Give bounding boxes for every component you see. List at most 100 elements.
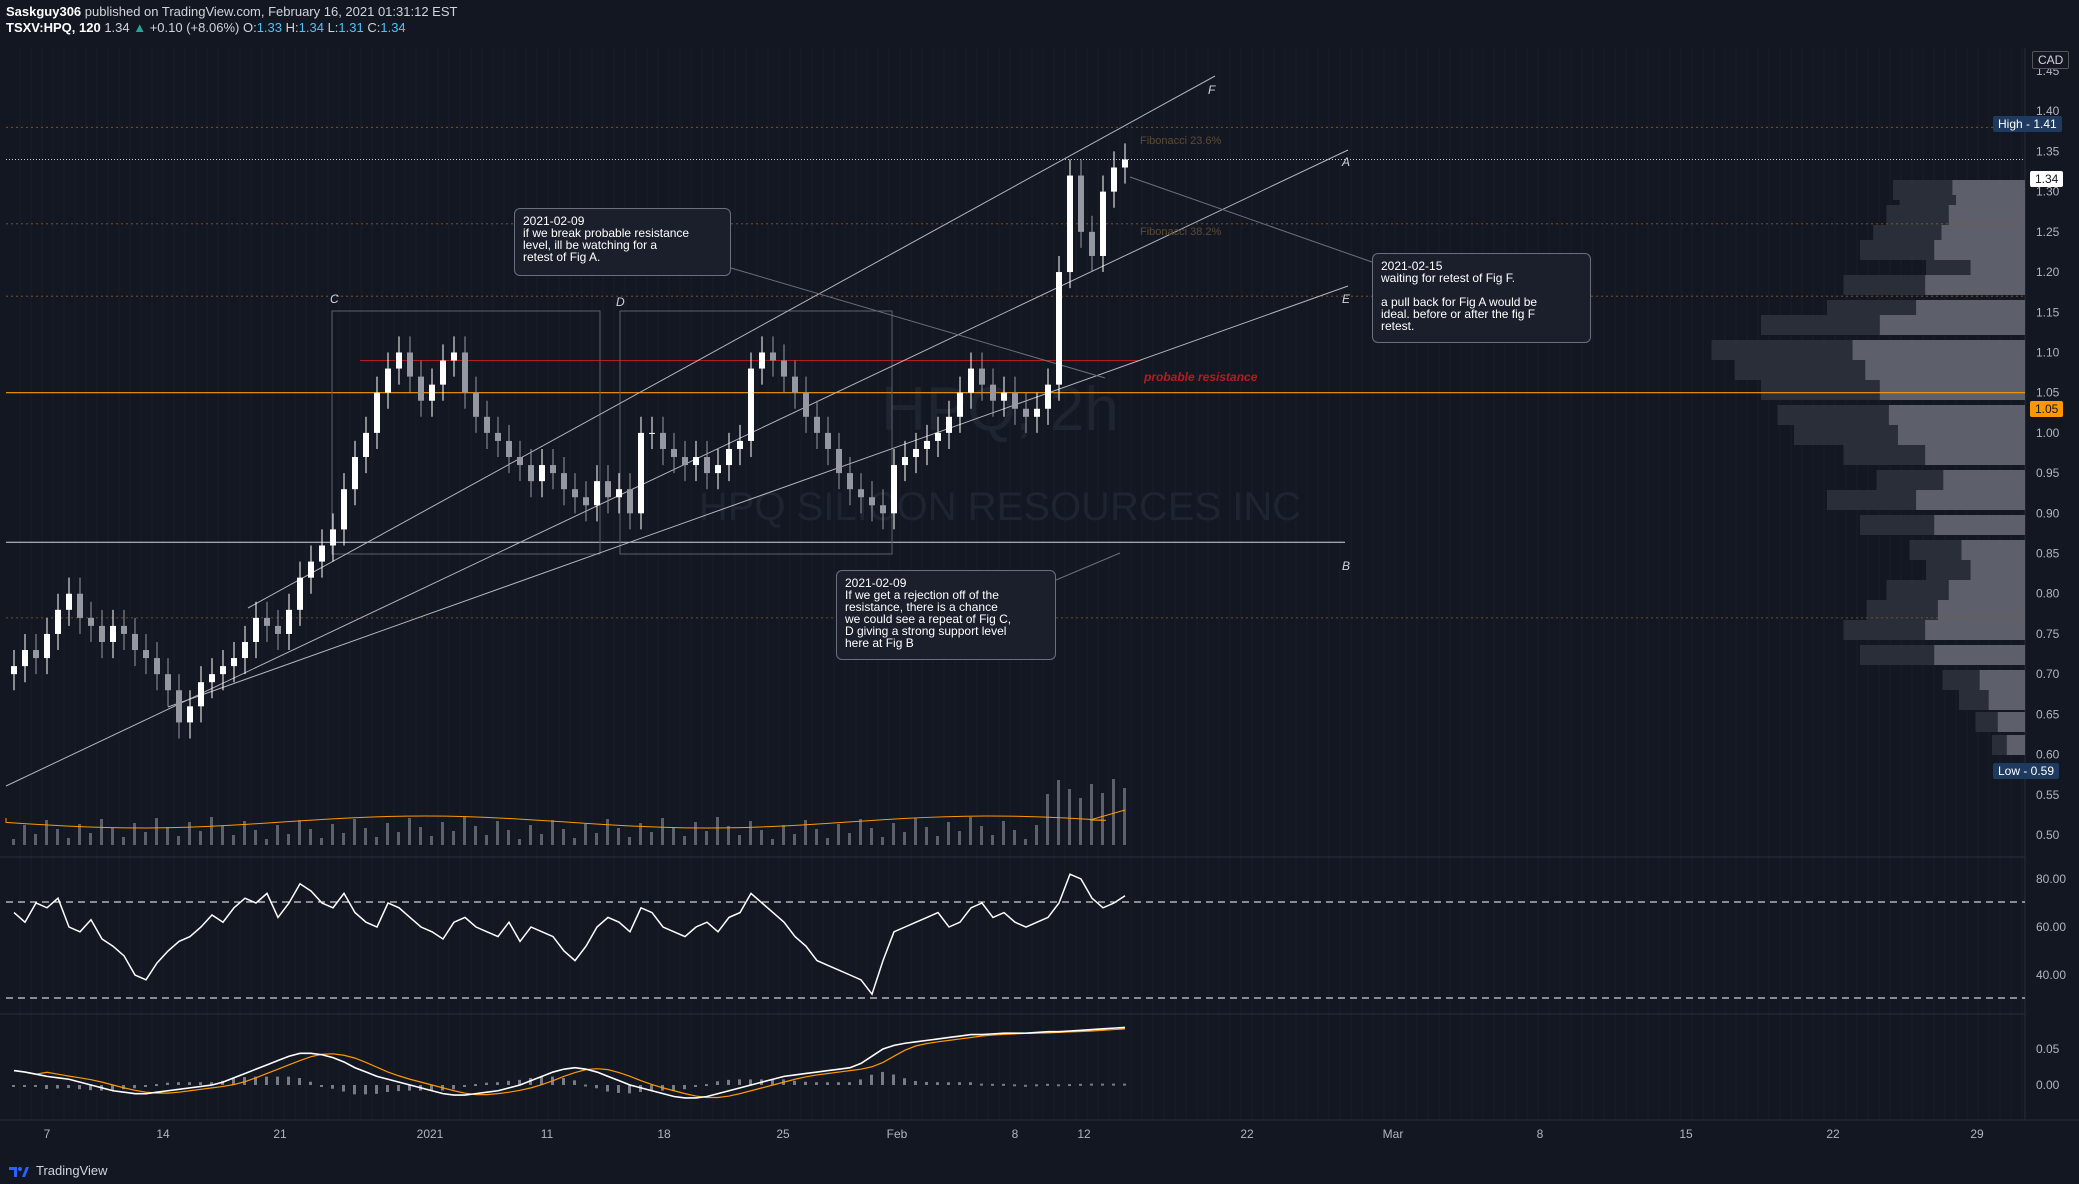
annotation-note-3[interactable]: 2021-02-09 If we get a rejection off of …	[836, 570, 1056, 660]
volume-bar	[397, 832, 400, 845]
macd-histogram-bar	[342, 1085, 345, 1092]
macd-histogram-bar	[991, 1083, 994, 1086]
chart-header: Saskguy306 published on TradingView.com,…	[6, 4, 458, 35]
note3-connector	[1055, 552, 1121, 581]
macd-histogram-bar	[287, 1076, 290, 1085]
candle-body	[979, 368, 985, 385]
note1-connector	[730, 267, 1106, 379]
macd-histogram-bar	[925, 1081, 928, 1085]
volume-profile-bar-value	[1997, 712, 2025, 732]
volume-bar	[1068, 789, 1071, 845]
publisher-name[interactable]: Saskguy306	[6, 4, 82, 19]
candle-body	[121, 625, 127, 634]
time-tick-label: 25	[776, 1127, 790, 1141]
volume-profile-bar-value	[1916, 490, 2025, 510]
macd-histogram-bar	[67, 1085, 70, 1089]
volume-bar	[1090, 784, 1093, 845]
macd-histogram-bar	[1101, 1083, 1104, 1086]
macd-histogram-bar	[617, 1085, 620, 1093]
symbol[interactable]: TSXV:HPQ	[6, 20, 72, 35]
volume-bar	[540, 834, 543, 845]
annotation-note-2[interactable]: 2021-02-15 waiting for retest of Fig F. …	[1372, 253, 1591, 343]
macd-tick-label: 0.00	[2036, 1078, 2060, 1092]
volume-bar	[650, 832, 653, 845]
volume-profile-bar-value	[1934, 645, 2025, 665]
candle-body	[1089, 231, 1095, 256]
volume-bar	[870, 828, 873, 845]
volume-bar	[782, 825, 785, 845]
currency-label[interactable]: CAD	[2032, 51, 2070, 69]
volume-bar	[56, 829, 59, 845]
macd-histogram-bar	[276, 1076, 279, 1085]
price-tick-label: 0.95	[2036, 466, 2060, 480]
macd-histogram-bar	[507, 1080, 510, 1085]
candle-body	[1111, 167, 1117, 192]
macd-histogram-bar	[12, 1085, 15, 1087]
macd-histogram-bar	[1057, 1084, 1060, 1087]
macd-signal-line	[13, 1028, 1126, 1099]
candle-body	[583, 497, 589, 506]
volume-bar	[496, 821, 499, 845]
time-tick-label: 8	[1537, 1127, 1544, 1141]
fib-236-label: Fibonacci 23.6%	[1140, 135, 1222, 147]
volume-bar	[1112, 779, 1115, 845]
macd-histogram-bar	[254, 1076, 257, 1085]
macd-histogram-bar	[265, 1076, 268, 1085]
footer-brand[interactable]: TradingView	[36, 1163, 108, 1178]
macd-histogram-bar	[496, 1082, 499, 1085]
price-tick-label: 1.30	[2036, 185, 2060, 199]
candle-body	[374, 392, 380, 433]
candle-body	[473, 392, 479, 417]
macd-histogram-bar	[298, 1078, 301, 1085]
volume-bar	[419, 827, 422, 845]
fig-d-box	[619, 310, 893, 555]
volume-bar	[452, 831, 455, 845]
macd-histogram-bar	[111, 1085, 114, 1091]
high-value: 1.34	[298, 20, 324, 35]
candle-body	[704, 457, 710, 474]
candle-body	[330, 529, 336, 546]
volume-bar	[672, 827, 675, 845]
interval[interactable]: 120	[78, 20, 101, 35]
price-tick-label: 0.80	[2036, 587, 2060, 601]
time-tick-label: 15	[1679, 1127, 1693, 1141]
macd-histogram-bar	[485, 1082, 488, 1085]
candle-body	[407, 352, 413, 377]
candle-body	[528, 465, 534, 482]
macd-histogram-bar	[1112, 1083, 1115, 1086]
annotation-note-1[interactable]: 2021-02-09 if we break probable resistan…	[514, 208, 731, 276]
candle-body	[429, 384, 435, 401]
candle-body	[902, 457, 908, 466]
volume-bar	[144, 832, 147, 845]
volume-bar	[232, 835, 235, 845]
volume-bar	[463, 817, 466, 845]
volume-bar	[386, 823, 389, 845]
time-tick-label: 18	[657, 1127, 671, 1141]
candle-body	[132, 633, 138, 651]
price-tick-label: 0.70	[2036, 667, 2060, 681]
candle-body	[187, 706, 193, 723]
volume-bar	[122, 837, 125, 845]
axes: 1.451.401.351.301.251.201.151.101.051.00…	[44, 64, 2067, 1141]
fig-c-label: C	[330, 292, 339, 306]
macd-histogram-bar	[199, 1082, 202, 1085]
volume-bar	[837, 824, 840, 845]
macd-pane	[12, 1026, 1126, 1099]
tradingview-logo-icon	[9, 1166, 29, 1177]
volume-bar	[111, 828, 114, 845]
candle-body	[605, 481, 611, 498]
macd-line	[13, 1026, 1126, 1099]
macd-histogram-bar	[980, 1083, 983, 1086]
volume-bar	[34, 834, 37, 845]
volume-profile-bar-value	[1979, 670, 2025, 690]
trendline-e	[167, 285, 1349, 708]
low-label: L:	[327, 20, 339, 35]
volume-bar	[694, 822, 697, 845]
macd-histogram-bar	[562, 1078, 565, 1085]
volume-profile-bar-value	[1948, 580, 2025, 600]
time-tick-label: 22	[1826, 1127, 1840, 1141]
macd-histogram-bar	[430, 1085, 433, 1091]
volume-bar	[628, 837, 631, 845]
volume-bar	[859, 819, 862, 845]
